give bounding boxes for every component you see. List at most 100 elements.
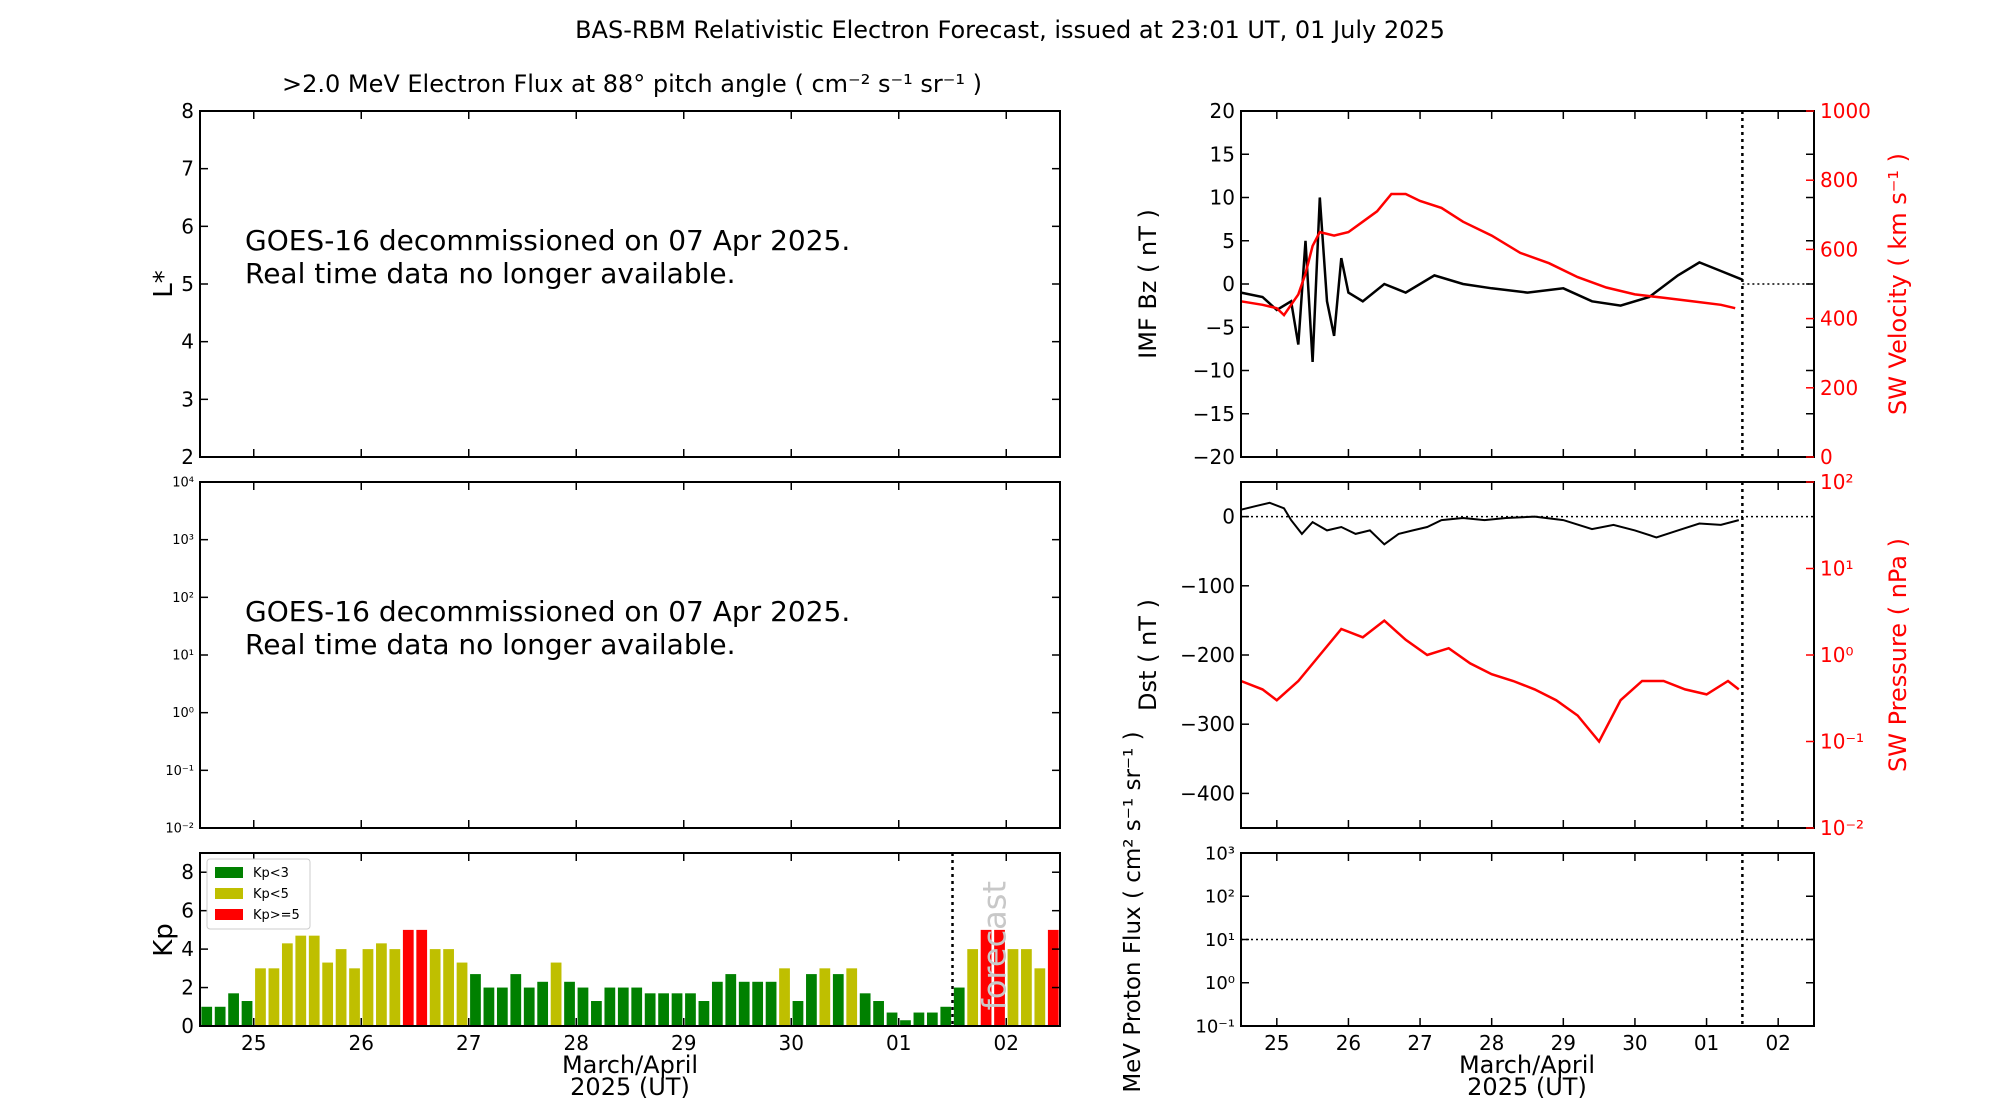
flux-panel: >2.0 MeV Electron Flux at 88° pitch angl… bbox=[149, 70, 1061, 469]
dst-y-tick-label: −100 bbox=[1180, 574, 1235, 598]
y2-tick-label: 200 bbox=[1820, 376, 1858, 400]
dst-y-tick-label: −300 bbox=[1180, 712, 1235, 736]
kp-bar bbox=[725, 974, 737, 1026]
kp-bar bbox=[644, 993, 656, 1026]
kp-y-tick-label: 0 bbox=[181, 1014, 194, 1038]
proton-y-axis: 10⁻¹ 10⁰ 10¹ 10² 10³ bbox=[1195, 843, 1814, 1037]
dst-y-tick-label: −200 bbox=[1180, 643, 1235, 667]
y-tick-label: −15 bbox=[1193, 402, 1235, 426]
goes-y-axis: 10⁻² 10⁻¹ 10⁰ 10¹ 10² 10³ 10⁴ bbox=[165, 476, 1060, 837]
y2-tick-label: 10² bbox=[1820, 470, 1853, 494]
dst-y-axis: −400 −300 −200 −100 0 bbox=[1180, 505, 1249, 805]
imf-traces bbox=[1240, 192, 1743, 362]
kp-bar bbox=[913, 1012, 925, 1026]
kp-bar bbox=[752, 981, 764, 1026]
x-tick-label: 28 bbox=[564, 1031, 589, 1055]
y2-tick-label: 10⁻² bbox=[1820, 816, 1864, 840]
kp-bar bbox=[228, 993, 239, 1026]
kp-y-tick-label: 4 bbox=[181, 937, 194, 961]
y2-tick-label: 800 bbox=[1820, 168, 1858, 192]
imf-y-label: IMF Bz ( nT ) bbox=[1134, 209, 1162, 359]
y-tick-label: 7 bbox=[181, 157, 194, 181]
kp-bar bbox=[470, 974, 481, 1026]
kp-legend-label-high: Kp>=5 bbox=[253, 908, 300, 923]
flux-notice-line2: Real time data no longer available. bbox=[245, 257, 736, 290]
goes-panel: 10⁻² 10⁻¹ 10⁰ 10¹ 10² 10³ 10⁴ GOES-16 decommis… bbox=[165, 476, 1061, 837]
kp-bar bbox=[308, 935, 320, 1026]
y-tick-label: 10⁴ bbox=[172, 476, 194, 491]
sw-velocity-trace bbox=[1240, 192, 1736, 318]
kp-bar bbox=[900, 1020, 911, 1026]
kp-bar bbox=[926, 1012, 938, 1026]
flux-notice-line1: GOES-16 decommissioned on 07 Apr 2025. bbox=[245, 224, 850, 257]
y-tick-label: 10³ bbox=[172, 533, 194, 548]
kp-bar bbox=[980, 929, 992, 1026]
kp-bar bbox=[349, 968, 360, 1026]
kp-bar bbox=[201, 1006, 213, 1026]
kp-bar bbox=[402, 929, 414, 1026]
kp-bar bbox=[658, 993, 669, 1026]
kp-legend-swatch-mid bbox=[215, 888, 243, 899]
goes-notice-line1: GOES-16 decommissioned on 07 Apr 2025. bbox=[245, 595, 850, 628]
x-tick-label: 28 bbox=[1479, 1031, 1504, 1055]
x-tick-label: 26 bbox=[349, 1031, 374, 1055]
x-tick-label: 27 bbox=[1407, 1031, 1432, 1055]
kp-bar bbox=[765, 981, 777, 1026]
kp-bar bbox=[429, 949, 441, 1026]
kp-bar bbox=[779, 968, 790, 1026]
proton-panel: 10⁻¹ 10⁰ 10¹ 10² 10³ 25 26 27 28 29 30 01 02 >10 Me… bbox=[1120, 731, 1815, 1100]
sw-velocity-y-label: SW Velocity ( km s⁻¹ ) bbox=[1884, 153, 1912, 415]
kp-y-axis: 0 2 4 6 8 bbox=[181, 860, 1060, 1038]
kp-bar bbox=[564, 981, 575, 1026]
kp-bar bbox=[322, 962, 334, 1026]
x-tick-label: 02 bbox=[994, 1031, 1019, 1055]
imf-y-axis: −20 −15 −10 −5 0 5 10 15 20 bbox=[1193, 99, 1814, 469]
kp-bar bbox=[604, 987, 616, 1026]
y2-tick-label: 10⁻¹ bbox=[1820, 730, 1864, 754]
y-tick-label: 10⁻² bbox=[165, 822, 194, 837]
y-tick-label: 10⁻¹ bbox=[165, 764, 194, 779]
dst-plot-area bbox=[1240, 481, 1815, 829]
y2-tick-label: 10⁰ bbox=[1820, 643, 1853, 667]
kp-bar bbox=[846, 968, 858, 1026]
kp-bar bbox=[994, 929, 1005, 1026]
kp-bar bbox=[577, 987, 589, 1026]
kp-bar bbox=[953, 987, 965, 1026]
kp-bar bbox=[698, 1001, 710, 1026]
kp-bar bbox=[214, 1006, 226, 1026]
y-tick-label: 10³ bbox=[1205, 843, 1235, 864]
kp-legend-label-low: Kp<3 bbox=[253, 866, 289, 881]
kp-y-tick-label: 8 bbox=[181, 860, 194, 884]
y-tick-label: 10² bbox=[1205, 887, 1235, 908]
kp-y-tick-label: 2 bbox=[181, 976, 194, 1000]
kp-bar bbox=[685, 993, 696, 1026]
kp-bar bbox=[456, 962, 468, 1026]
dst-trace bbox=[1240, 501, 1740, 546]
flux-panel-title: >2.0 MeV Electron Flux at 88° pitch angl… bbox=[282, 70, 982, 98]
x-tick-label: 30 bbox=[779, 1031, 804, 1055]
y-tick-label: 5 bbox=[1222, 229, 1235, 253]
kp-y-tick-label: 6 bbox=[181, 899, 194, 923]
kp-bars bbox=[201, 929, 1059, 1026]
dst-x-axis bbox=[1276, 482, 1779, 828]
kp-x-label-line2: 2025 (UT) bbox=[570, 1073, 690, 1100]
sw-pressure-y-label: SW Pressure ( nPa ) bbox=[1884, 538, 1912, 772]
y-tick-label: −10 bbox=[1193, 359, 1235, 383]
y-tick-label: −20 bbox=[1193, 445, 1235, 469]
y-tick-label: −5 bbox=[1206, 315, 1235, 339]
x-tick-label: 02 bbox=[1765, 1031, 1790, 1055]
kp-bar bbox=[806, 974, 817, 1026]
x-tick-label: 01 bbox=[886, 1031, 911, 1055]
kp-bar bbox=[443, 949, 454, 1026]
y-tick-label: 3 bbox=[181, 387, 194, 411]
imf-bz-trace bbox=[1240, 197, 1743, 362]
kp-bar bbox=[940, 1006, 952, 1026]
kp-bar bbox=[617, 987, 629, 1026]
kp-bar bbox=[376, 943, 387, 1026]
kp-bar bbox=[738, 981, 750, 1026]
kp-bar bbox=[537, 981, 549, 1026]
kp-bar bbox=[483, 987, 495, 1026]
y-tick-label: 10 bbox=[1210, 186, 1235, 210]
kp-bar bbox=[832, 974, 844, 1026]
